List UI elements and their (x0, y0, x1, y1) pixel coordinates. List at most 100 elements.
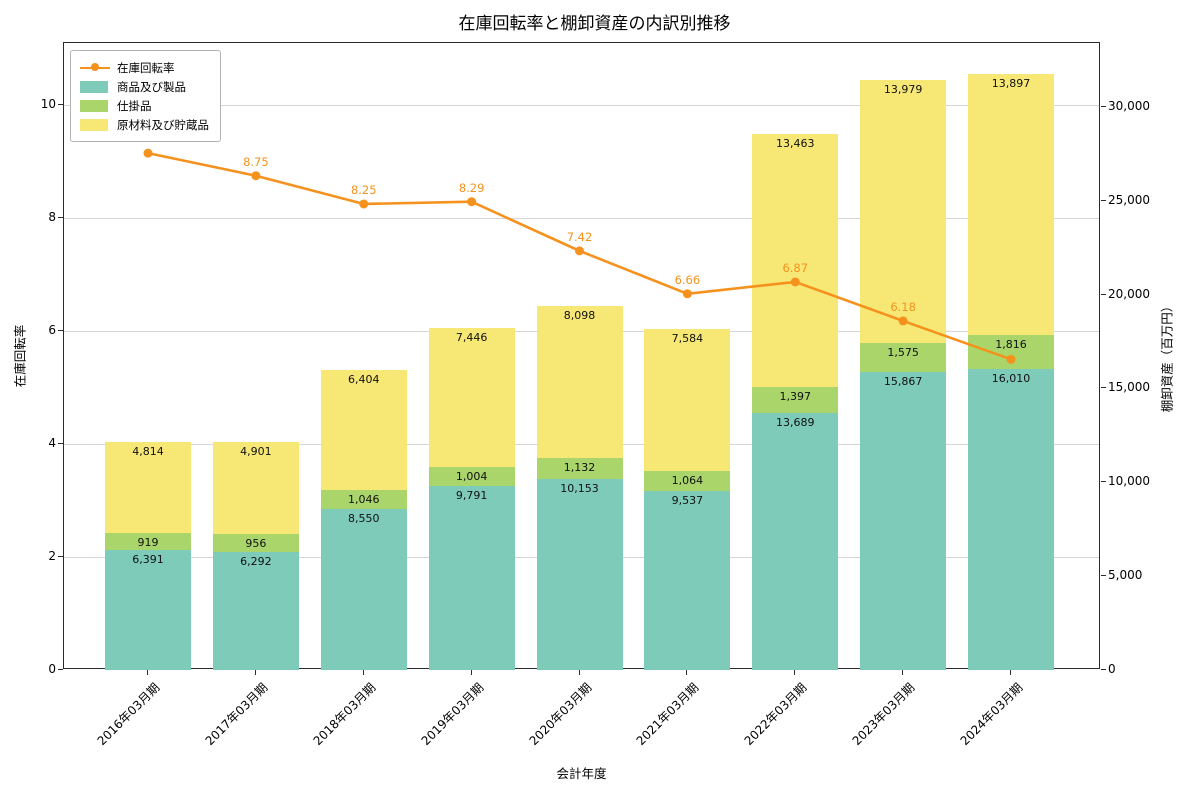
y-right-tick-label: 0 (1108, 662, 1116, 676)
x-tick (686, 670, 688, 675)
legend-patch-sample (80, 80, 110, 93)
y-left-tick (58, 556, 63, 558)
x-tick-label: 2023年03月期 (849, 680, 918, 749)
bar-value-label: 8,550 (348, 512, 380, 526)
legend: 在庫回転率商品及び製品仕掛品 原材料及び貯蔵品 (70, 50, 221, 142)
y-right-tick-label: 15,000 (1108, 380, 1150, 395)
bar-value-label: 13,463 (776, 137, 815, 151)
bar-segment (968, 74, 1054, 336)
bar-value-label: 919 (137, 535, 159, 549)
y-left-tick-label: 2 (48, 549, 56, 564)
bar-segment (212, 441, 299, 534)
bar-value-label: 1,575 (887, 345, 919, 359)
x-tick (254, 670, 256, 675)
gridline (64, 104, 1099, 106)
y-right-tick-label: 20,000 (1108, 286, 1150, 301)
y-right-tick (1101, 293, 1106, 295)
gridline (64, 217, 1099, 219)
y-left-tick (58, 104, 63, 106)
bar-segment (428, 486, 515, 670)
plot-area: 6,391 919 4,814 6,292 956 4,901 8,550 1,046 6,40… (63, 42, 1100, 670)
bar-value-label: 1,046 (348, 492, 380, 506)
y-right-tick-label: 10,000 (1108, 474, 1150, 489)
y-left-tick (58, 669, 63, 670)
turnover-point-label: 8.29 (458, 180, 485, 195)
legend-label: 在庫回転率 (117, 60, 175, 75)
legend-patch-sample (80, 99, 110, 112)
legend-item: 仕掛品 (80, 96, 209, 115)
legend-label: 商品及び製品 (117, 79, 186, 94)
legend-item: 商品及び製品 (80, 77, 209, 96)
line-point-marker (251, 171, 261, 181)
bar-segment (860, 342, 947, 373)
x-tick-label: 2017年03月期 (202, 680, 271, 749)
x-tick (794, 670, 796, 675)
line-point-marker (143, 148, 153, 158)
bar-segment (428, 327, 515, 468)
bar-value-label: 1,004 (455, 470, 488, 484)
bar-segment (105, 532, 191, 551)
y-left-tick-label: 6 (48, 323, 56, 338)
x-tick-label: 2019年03月期 (418, 680, 486, 749)
x-tick-label: 2018年03月期 (310, 680, 379, 749)
y-right-tick (1101, 575, 1106, 577)
y-right-tick (1101, 481, 1106, 483)
x-tick-label: 2022年03月期 (741, 680, 810, 749)
bar-value-label: 7,584 (671, 331, 704, 345)
y-left-tick (58, 217, 63, 219)
y-left-tick-label: 10 (40, 97, 56, 112)
bar-segment (212, 533, 299, 552)
y-right-tick-label: 30,000 (1108, 98, 1150, 113)
bar-segment (105, 550, 191, 670)
bar-segment (752, 386, 839, 414)
y-left-tick-label: 0 (48, 662, 56, 676)
bar-segment (752, 134, 839, 387)
bar-segment (320, 489, 407, 510)
turnover-point-label: 6.87 (782, 260, 809, 275)
bar-segment (644, 490, 731, 670)
bar-segment (968, 369, 1054, 670)
y-right-tick (1101, 669, 1106, 670)
line-point-marker (467, 197, 477, 207)
bar-value-label: 1,816 (995, 338, 1027, 352)
bar-value-label: 6,292 (240, 554, 272, 568)
y-left-tick-label: 8 (48, 210, 56, 225)
bar-segment (752, 413, 839, 670)
x-tick (902, 670, 904, 675)
bar-segment (105, 442, 191, 533)
x-axis-label: 会計年度 (556, 766, 607, 781)
bar-value-label: 16,010 (991, 372, 1031, 386)
bar-segment (644, 470, 731, 491)
bar-segment (428, 467, 515, 487)
bar-value-label: 10,153 (560, 482, 599, 496)
legend-patch-sample (80, 118, 110, 131)
bar-segment (860, 372, 947, 670)
y-right-tick (1101, 199, 1106, 201)
bar-value-label: 9,537 (671, 493, 704, 507)
x-tick (1010, 670, 1011, 675)
bar-segment (644, 328, 731, 471)
bar-value-label: 8,098 (563, 309, 596, 323)
y-left-tick-label: 4 (48, 436, 56, 451)
legend-item: 在庫回転率 (80, 58, 209, 77)
bar-segment (320, 369, 407, 490)
turnover-point-label: 6.18 (890, 299, 916, 314)
line-point-marker (682, 289, 692, 299)
y-left-tick (58, 330, 63, 332)
legend-item: 原材料及び貯蔵品 (80, 115, 209, 134)
x-tick-label: 2021年03月期 (633, 680, 702, 749)
chart-title: 在庫回転率と棚卸資産の内訳別推移 (458, 14, 731, 34)
bar-segment (212, 551, 299, 670)
turnover-point-label: 7.42 (566, 229, 593, 244)
bar-segment (536, 458, 623, 480)
line-point-marker (575, 246, 584, 256)
bar-value-label: 9,791 (455, 489, 488, 503)
turnover-line (143, 148, 1016, 364)
bar-value-label: 7,446 (455, 330, 488, 344)
bar-segment (860, 80, 947, 343)
bar-value-label: 6,391 (132, 553, 164, 567)
line-point-marker (898, 316, 908, 326)
x-tick-label: 2016年03月期 (94, 680, 163, 749)
x-tick (470, 670, 472, 675)
